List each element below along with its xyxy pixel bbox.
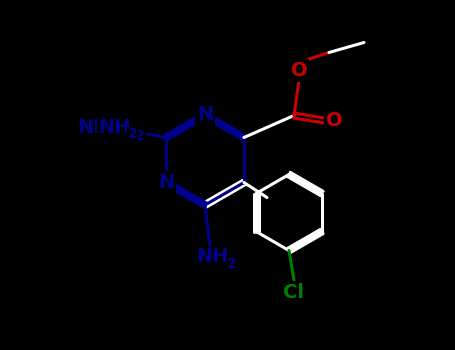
Text: 2: 2 (128, 127, 138, 141)
Text: O: O (326, 111, 342, 130)
Text: Cl: Cl (283, 283, 304, 302)
Text: NH: NH (98, 118, 130, 137)
Text: NH: NH (194, 252, 226, 271)
Text: O: O (291, 61, 307, 80)
Text: NH: NH (77, 118, 110, 137)
Text: 2: 2 (227, 257, 237, 271)
Text: 2: 2 (135, 130, 145, 144)
Text: N: N (197, 105, 213, 125)
Text: NH: NH (197, 247, 229, 266)
Text: 2: 2 (224, 260, 234, 274)
Text: N: N (158, 173, 174, 192)
